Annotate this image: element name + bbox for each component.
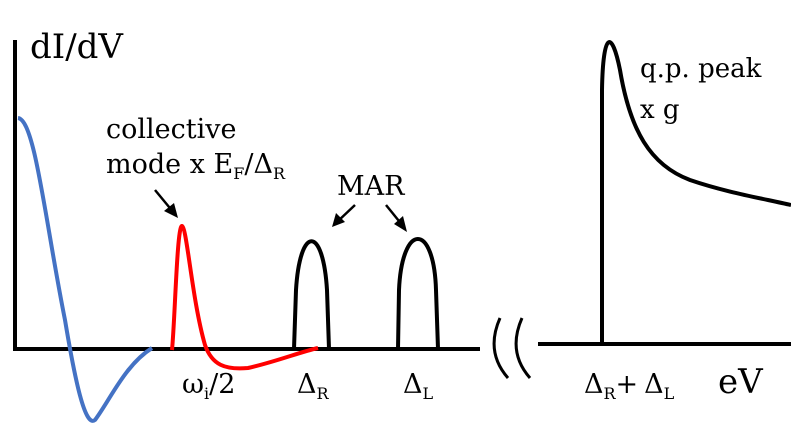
x-axis-label: eV	[718, 362, 764, 402]
red-curve	[170, 223, 319, 371]
axis-break-mark-2	[514, 317, 532, 379]
collective-label-line2: mode x EF/ΔR	[106, 149, 286, 183]
collective-label-line1: collective	[106, 114, 236, 145]
blue-curve	[17, 116, 154, 423]
arrow-collective	[154, 189, 178, 218]
mar-peak-delta-l	[396, 237, 440, 350]
qp-peak-curve	[600, 40, 791, 344]
arrow-mar-right	[385, 204, 407, 232]
qp-peak-label-line2: x g	[640, 95, 680, 125]
mar-peak-delta-r	[292, 239, 331, 350]
tick-delta-r: ΔR	[297, 369, 330, 403]
axis-break-mark-1	[492, 317, 510, 379]
arrow-mar-left	[332, 204, 356, 227]
mar-label: MAR	[337, 171, 405, 202]
tick-delta-l: ΔL	[403, 369, 434, 403]
tick-delta-r-plus-delta-l: ΔR+ ΔL	[584, 369, 675, 403]
qp-peak-label-line1: q.p. peak	[640, 54, 762, 84]
y-axis-label: dI/dV	[30, 27, 124, 67]
tick-omega-half: ωi/2	[182, 369, 235, 403]
